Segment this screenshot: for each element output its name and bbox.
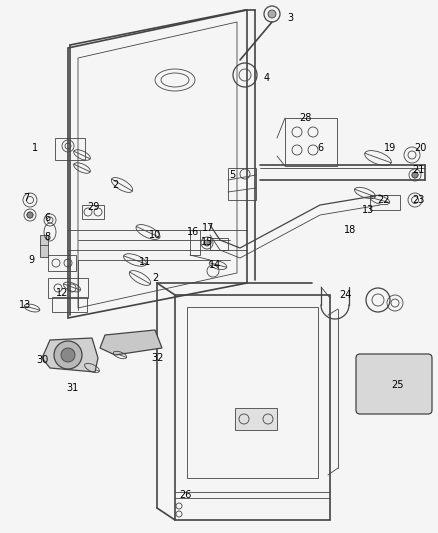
Bar: [370, 195, 400, 210]
Text: 7: 7: [23, 193, 29, 203]
Bar: [187, 307, 318, 478]
Text: 13: 13: [362, 205, 374, 215]
Text: 2: 2: [152, 273, 158, 283]
Bar: [362, 360, 426, 408]
Circle shape: [412, 172, 418, 178]
Text: 30: 30: [36, 355, 48, 365]
Circle shape: [204, 240, 210, 246]
Text: 22: 22: [377, 195, 389, 205]
Bar: [52, 297, 87, 312]
Bar: [228, 168, 256, 200]
Text: 19: 19: [384, 143, 396, 153]
Bar: [285, 118, 337, 166]
Polygon shape: [100, 330, 162, 355]
Text: 15: 15: [201, 237, 213, 247]
Text: 25: 25: [392, 380, 404, 390]
Bar: [55, 138, 85, 160]
Bar: [48, 255, 76, 271]
Text: 24: 24: [339, 290, 351, 300]
Text: 28: 28: [299, 113, 311, 123]
FancyBboxPatch shape: [356, 354, 432, 414]
Text: 32: 32: [152, 353, 164, 363]
Text: 6: 6: [317, 143, 323, 153]
Circle shape: [27, 212, 33, 218]
Text: 21: 21: [412, 165, 424, 175]
Text: 14: 14: [209, 260, 221, 270]
Polygon shape: [42, 338, 98, 372]
Text: 4: 4: [264, 73, 270, 83]
Circle shape: [61, 348, 75, 362]
Bar: [82, 205, 104, 219]
Text: 6: 6: [44, 213, 50, 223]
Bar: [210, 238, 228, 250]
Text: 18: 18: [344, 225, 356, 235]
Text: 1: 1: [32, 143, 38, 153]
Circle shape: [54, 341, 82, 369]
Bar: [235, 408, 277, 430]
Text: 31: 31: [66, 383, 78, 393]
Text: 13: 13: [19, 300, 31, 310]
Circle shape: [268, 10, 276, 18]
Text: 20: 20: [414, 143, 426, 153]
Text: 9: 9: [28, 255, 34, 265]
Text: 10: 10: [149, 230, 161, 240]
Text: 2: 2: [112, 180, 118, 190]
Text: 12: 12: [56, 288, 68, 298]
Bar: [190, 230, 200, 255]
Text: 8: 8: [44, 232, 50, 242]
Bar: [175, 295, 330, 520]
Text: 23: 23: [412, 195, 424, 205]
Text: 26: 26: [179, 490, 191, 500]
Text: 16: 16: [187, 227, 199, 237]
Text: 3: 3: [287, 13, 293, 23]
Text: 29: 29: [87, 202, 99, 212]
Text: 17: 17: [202, 223, 214, 233]
Text: 11: 11: [139, 257, 151, 267]
Bar: [48, 278, 88, 298]
Text: 5: 5: [229, 170, 235, 180]
Bar: [40, 235, 48, 257]
